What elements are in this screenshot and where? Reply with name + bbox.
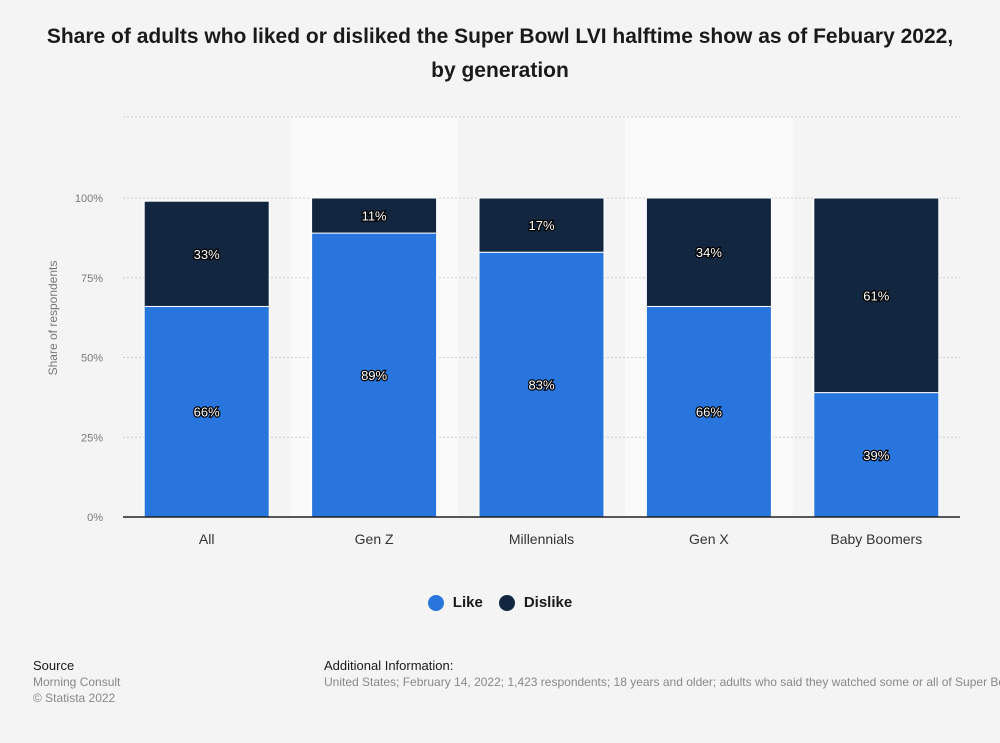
bar-value-label: 89%: [361, 368, 387, 383]
legend: Like Dislike: [0, 594, 1000, 611]
bar-like: [645, 305, 772, 518]
bar-like: [478, 251, 605, 518]
bar-value-label: 33%: [194, 247, 220, 262]
chart-area: 0% 25% 50% 75% 100% Share of respondents 66%…: [46, 116, 960, 547]
bar-dislike: [143, 200, 270, 307]
y-tick-label: 75%: [81, 273, 103, 285]
legend-dislike-label: Dislike: [523, 594, 573, 611]
bar-value-label: 66%: [194, 405, 220, 420]
bar-dislike: [813, 197, 940, 394]
y-tick-label: 100%: [75, 193, 103, 205]
legend-item-dislike[interactable]: Dislike: [498, 594, 573, 611]
y-tick-label: 25%: [81, 432, 103, 444]
bar-like: [813, 392, 940, 518]
bar-dislike: [311, 197, 438, 234]
bar-dislike: [478, 197, 605, 253]
source-block: Source Morning Consult © Statista 2022: [33, 658, 120, 706]
x-tick-label: All: [199, 531, 215, 547]
bar-value-label: 61%: [863, 288, 889, 303]
bar-value-label: 39%: [863, 448, 889, 463]
legend-dislike-swatch: [498, 594, 515, 611]
legend-like-label: Like: [452, 594, 483, 611]
source-heading: Source: [33, 658, 75, 673]
bar-value-label: 17%: [528, 218, 554, 233]
chart-title: Share of adults who liked or disliked th…: [46, 25, 954, 82]
bar-like: [311, 232, 438, 518]
bar-value-label: 66%: [696, 405, 722, 420]
source-line-2: © Statista 2022: [33, 691, 116, 705]
legend-like-swatch: [427, 594, 444, 611]
source-line-1: Morning Consult: [33, 675, 121, 689]
bar-dislike: [645, 197, 772, 307]
additional-info-block: Additional Information: United States; F…: [324, 658, 1000, 690]
legend-item-like[interactable]: Like: [427, 594, 483, 611]
y-tick-label: 0%: [87, 512, 103, 524]
x-tick-label: Millennials: [509, 531, 574, 547]
x-tick-label: Baby Boomers: [830, 531, 922, 547]
bar-value-label: 11%: [362, 209, 387, 224]
x-tick-label: Gen Z: [355, 531, 394, 547]
bar-value-label: 34%: [696, 245, 722, 260]
x-tick-label: Gen X: [689, 531, 729, 547]
bar-like: [143, 305, 270, 518]
bar-value-label: 83%: [528, 378, 554, 393]
y-tick-label: 50%: [81, 353, 103, 365]
additional-info-heading: Additional Information:: [324, 658, 454, 673]
y-axis-label: Share of respondents: [46, 261, 60, 376]
additional-info-text: United States; February 14, 2022; 1,423 …: [324, 675, 1000, 689]
